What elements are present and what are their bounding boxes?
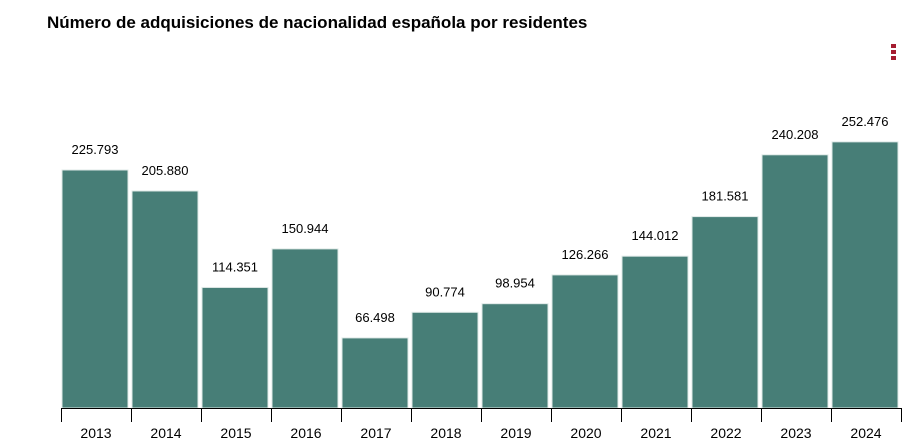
value-label-2023: 240.208 bbox=[772, 127, 819, 142]
bar-2021 bbox=[621, 255, 689, 409]
value-label-2024: 252.476 bbox=[842, 114, 889, 129]
x-tick-label-2018: 2018 bbox=[430, 425, 461, 441]
x-tick-label-2024: 2024 bbox=[850, 425, 881, 441]
value-label-2016: 150.944 bbox=[282, 221, 329, 236]
x-tick-label-2013: 2013 bbox=[80, 425, 111, 441]
x-tick-label-2014: 2014 bbox=[150, 425, 181, 441]
value-label-2014: 205.880 bbox=[142, 163, 189, 178]
value-label-2019: 98.954 bbox=[495, 276, 535, 291]
bar-2019 bbox=[481, 303, 549, 409]
value-label-2022: 181.581 bbox=[702, 189, 749, 204]
vertical-dots-icon[interactable] bbox=[891, 44, 897, 62]
x-tick-label-2017: 2017 bbox=[360, 425, 391, 441]
value-label-2017: 66.498 bbox=[355, 310, 395, 325]
bar-2022 bbox=[691, 216, 759, 409]
bar-2023 bbox=[761, 154, 829, 409]
menu-dot bbox=[891, 44, 896, 48]
x-tick-label-2020: 2020 bbox=[570, 425, 601, 441]
value-label-2020: 126.266 bbox=[562, 247, 609, 262]
x-tick-label-2019: 2019 bbox=[500, 425, 531, 441]
menu-dot bbox=[891, 50, 896, 54]
menu-dot bbox=[891, 56, 896, 60]
bar-2016 bbox=[271, 248, 339, 409]
x-tick-label-2021: 2021 bbox=[640, 425, 671, 441]
bar-2013 bbox=[61, 169, 129, 409]
x-tick-label-2015: 2015 bbox=[220, 425, 251, 441]
value-label-2015: 114.351 bbox=[212, 259, 258, 274]
value-label-2013: 225.793 bbox=[72, 142, 119, 157]
x-tick-label-2023: 2023 bbox=[780, 425, 811, 441]
bar-2014 bbox=[131, 190, 199, 409]
bar-2024 bbox=[831, 141, 899, 409]
bar-2015 bbox=[201, 286, 269, 409]
bar-2020 bbox=[551, 274, 619, 409]
bar-2018 bbox=[411, 311, 479, 409]
value-label-2021: 144.012 bbox=[632, 228, 679, 243]
x-tick-label-2022: 2022 bbox=[710, 425, 741, 441]
x-tick-label-2016: 2016 bbox=[290, 425, 321, 441]
chart-title: Número de adquisiciones de nacionalidad … bbox=[47, 13, 588, 32]
value-label-2018: 90.774 bbox=[425, 284, 465, 299]
bar-2017 bbox=[341, 337, 409, 409]
